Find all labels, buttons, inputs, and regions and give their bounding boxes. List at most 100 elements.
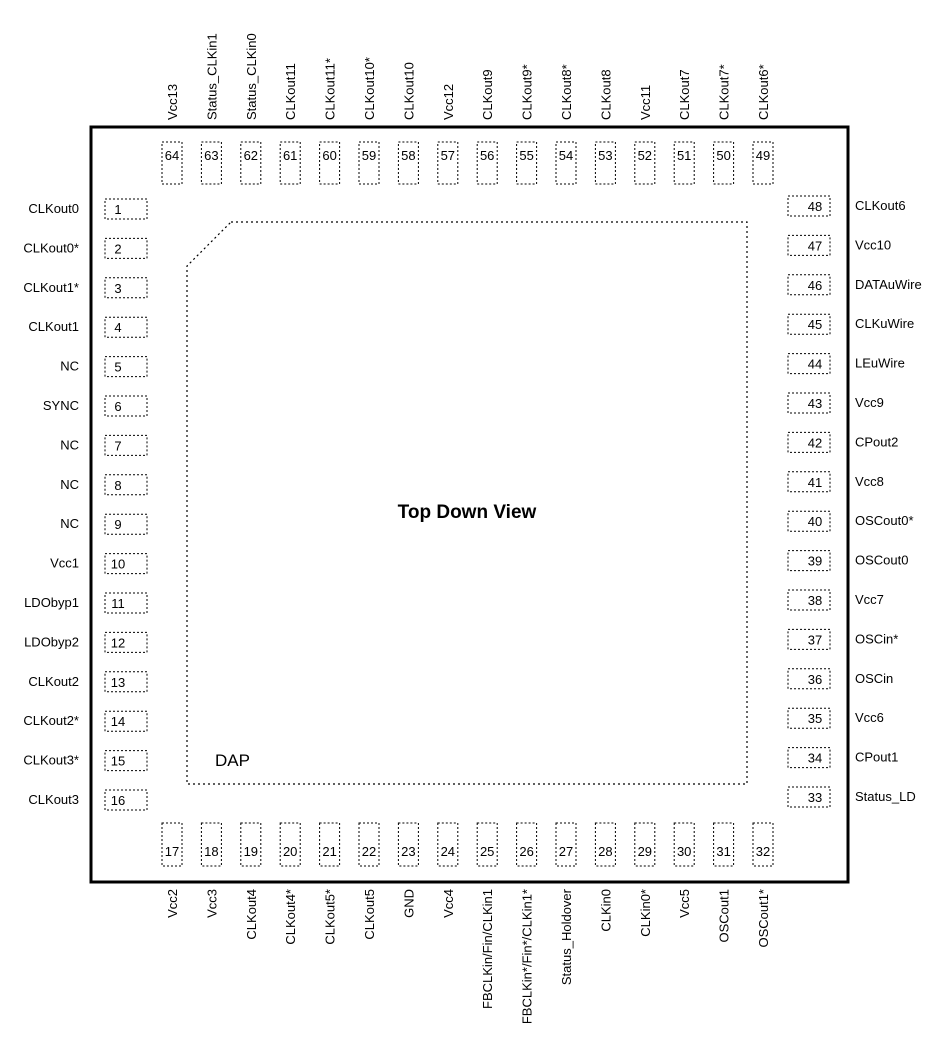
- pin-18-name: Vcc3: [204, 889, 219, 918]
- pin-19-number: 19: [244, 844, 258, 859]
- pin-26-name: FBCLKin*/Fin*/CLKin1*: [520, 889, 535, 1024]
- pin-64-name: Vcc13: [165, 84, 180, 120]
- pin-29-name: CLKin0*: [638, 889, 653, 937]
- pin-32-pad: [752, 822, 774, 867]
- pin-53-name: CLKout8: [598, 69, 613, 120]
- pin-8-number: 8: [114, 478, 121, 493]
- pin-53-number: 53: [598, 148, 612, 163]
- pin-41-number: 41: [808, 475, 822, 490]
- pin-63-pad: [200, 141, 222, 185]
- pin-52-number: 52: [638, 148, 652, 163]
- pin-51-pad: [673, 141, 695, 185]
- view-label: Top Down View: [398, 502, 537, 523]
- pin-61-number: 61: [283, 148, 297, 163]
- pin-7-number: 7: [114, 438, 121, 453]
- pin-16-name: CLKout3: [28, 792, 79, 807]
- pin-23-name: GND: [401, 889, 416, 918]
- pin-51-number: 51: [677, 148, 691, 163]
- pin-49-number: 49: [756, 148, 770, 163]
- pin-64-pad: [161, 141, 183, 185]
- pin-43-number: 43: [808, 396, 822, 411]
- pin-10-number: 10: [111, 557, 125, 572]
- pin-42-pad: [787, 431, 831, 453]
- pin-47-pad: [787, 234, 831, 256]
- pin-33-number: 33: [808, 790, 822, 805]
- pin-10-pad: [104, 553, 148, 575]
- pin-10-name: Vcc1: [50, 556, 79, 571]
- pin-58-name: CLKout10: [401, 62, 416, 120]
- pin-32-name: OSCout1*: [756, 889, 771, 948]
- pin-45-name: CLKuWire: [855, 316, 914, 331]
- pin-1-name: CLKout0: [28, 201, 79, 216]
- pin-20-name: CLKout4*: [283, 889, 298, 945]
- pin-39-number: 39: [808, 554, 822, 569]
- pin-63-number: 63: [204, 148, 218, 163]
- pin-36-name: OSCin: [855, 671, 893, 686]
- pin-25-pad: [476, 822, 498, 867]
- pin-17-number: 17: [165, 844, 179, 859]
- dap-pad-outline: [186, 221, 748, 785]
- pin-6-name: SYNC: [43, 398, 79, 413]
- pin-37-name: OSCin*: [855, 631, 898, 646]
- pin-47-name: Vcc10: [855, 237, 891, 252]
- pin-17-pad: [161, 822, 183, 867]
- pin-30-pad: [673, 822, 695, 867]
- pin-58-number: 58: [401, 148, 415, 163]
- pin-61-name: CLKout11: [283, 63, 298, 120]
- pin-39-name: OSCout0: [855, 553, 908, 568]
- pin-50-name: CLKout7*: [717, 64, 732, 120]
- pin-33-name: Status_LD: [855, 789, 916, 804]
- pin-17-name: Vcc2: [165, 889, 180, 918]
- pin-8-name: NC: [60, 477, 79, 492]
- pin-21-number: 21: [322, 844, 336, 859]
- pin-27-number: 27: [559, 844, 573, 859]
- pin-30-number: 30: [677, 844, 691, 859]
- pin-59-name: CLKout10*: [362, 57, 377, 120]
- pin-24-name: Vcc4: [441, 889, 456, 918]
- pin-36-pad: [787, 668, 831, 690]
- pin-6-pad: [104, 395, 148, 417]
- pin-2-pad: [104, 237, 148, 259]
- pin-23-number: 23: [401, 844, 415, 859]
- pin-29-pad: [634, 822, 656, 867]
- pin-group: 1 CLKout0 2 CLKout0* 3 CLKout1* 4 CLKout1 5 NC 6 SY…: [23, 33, 921, 1024]
- pin-62-name: Status_CLKin0: [244, 33, 259, 120]
- pin-38-pad: [787, 589, 831, 611]
- pin-9-number: 9: [114, 517, 121, 532]
- pin-12-pad: [104, 631, 148, 653]
- pin-53-pad: [594, 141, 616, 185]
- pin-34-number: 34: [808, 751, 822, 766]
- pin-23-pad: [397, 822, 419, 867]
- pin-46-name: DATAuWire: [855, 277, 922, 292]
- pin-11-pad: [104, 592, 148, 614]
- pin-9-name: NC: [60, 516, 79, 531]
- pin-62-number: 62: [244, 148, 258, 163]
- pin-63-name: Status_CLKin1: [204, 33, 219, 120]
- pin-1-number: 1: [114, 202, 121, 217]
- pin-29-number: 29: [638, 844, 652, 859]
- pin-4-number: 4: [114, 320, 121, 335]
- pin-25-name: FBCLKin/Fin/CLKin1: [480, 889, 495, 1009]
- pin-59-number: 59: [362, 148, 376, 163]
- pin-35-number: 35: [808, 711, 822, 726]
- pin-44-pad: [787, 353, 831, 375]
- dap-label: DAP: [215, 751, 250, 770]
- pin-30-name: Vcc5: [677, 889, 692, 918]
- pin-35-name: Vcc6: [855, 710, 884, 725]
- pin-44-number: 44: [808, 357, 822, 372]
- pin-36-number: 36: [808, 672, 822, 687]
- pin-22-name: CLKout5: [362, 889, 377, 940]
- pin-13-number: 13: [111, 675, 125, 690]
- pin-45-pad: [787, 313, 831, 335]
- pin-48-pad: [787, 195, 831, 217]
- pin-57-number: 57: [441, 148, 455, 163]
- pin-4-pad: [104, 316, 148, 338]
- pin-11-number: 11: [111, 596, 125, 611]
- pin-62-pad: [240, 141, 262, 185]
- pin-46-pad: [787, 274, 831, 296]
- pin-61-pad: [279, 141, 301, 185]
- pin-47-number: 47: [808, 238, 822, 253]
- pin-51-name: CLKout7: [677, 69, 692, 120]
- pin-37-number: 37: [808, 632, 822, 647]
